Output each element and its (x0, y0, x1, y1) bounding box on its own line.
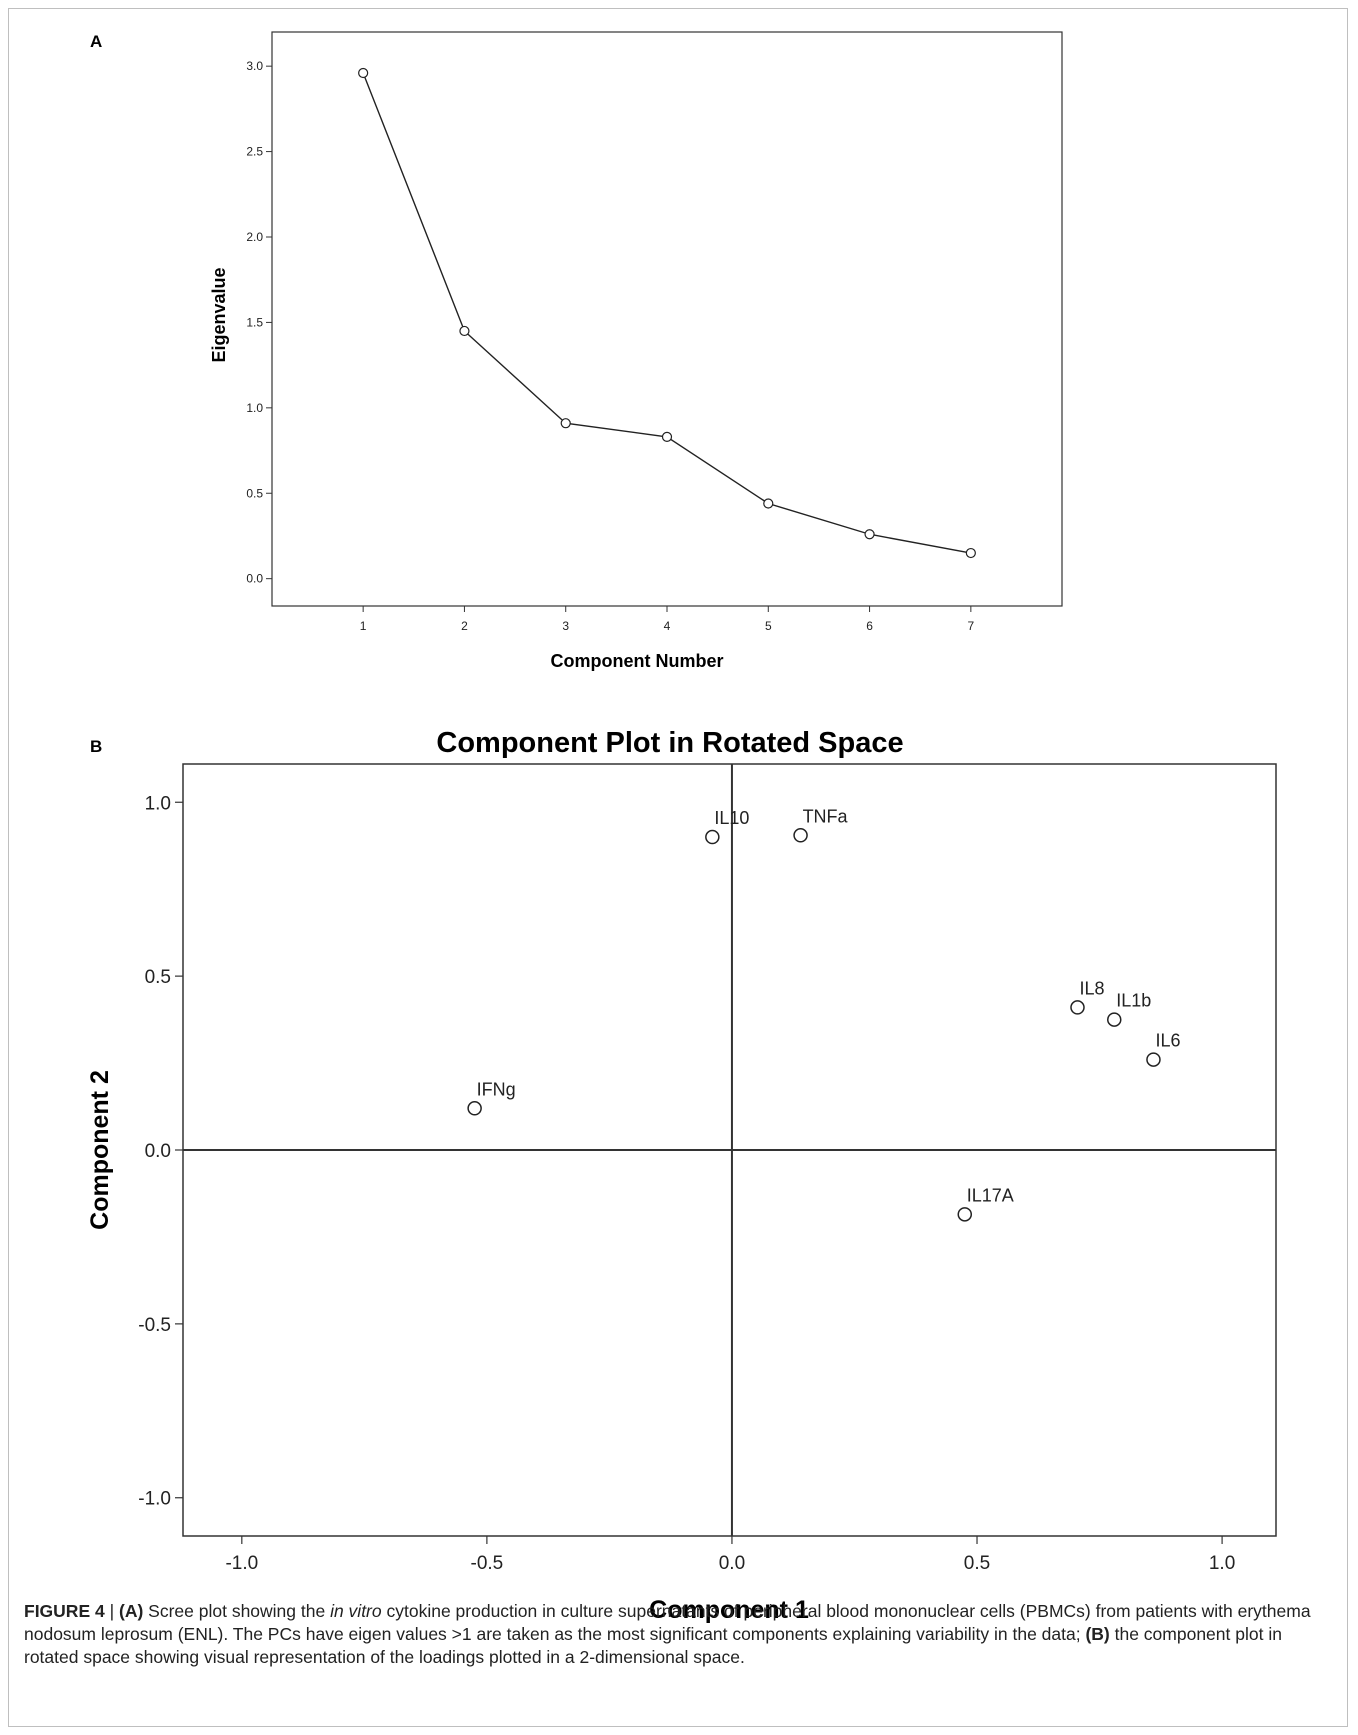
point-label: IL10 (714, 808, 749, 828)
point-label: TNFa (803, 806, 849, 826)
figure-caption: FIGURE 4 | (A) Scree plot showing the in… (24, 1600, 1336, 1669)
y-tick-label: -1.0 (138, 1489, 171, 1510)
y-tick-label: 0.0 (145, 1141, 171, 1162)
data-point (459, 325, 470, 337)
point-label: IL17A (967, 1185, 1014, 1205)
x-tick-label: 7 (968, 619, 975, 633)
chart-title: Component Plot in Rotated Space (436, 727, 903, 759)
x-axis-label: Component 1 (649, 1596, 809, 1624)
point-label: IL8 (1079, 978, 1104, 998)
y-tick-label: 2.0 (246, 230, 263, 244)
data-point (1070, 1000, 1085, 1015)
caption-text-2: cytokine production in culture supernata… (24, 1601, 1311, 1644)
x-axis-label: Component Number (551, 651, 724, 671)
panel-b-label: B (90, 737, 103, 756)
component-plot: Component Plot in Rotated Space 1.0 0.5 0.0… (86, 727, 1277, 1624)
data-point (763, 498, 774, 509)
data-point (705, 829, 720, 845)
y-tick-label: 0.5 (145, 967, 171, 988)
x-tick-label: 3 (562, 619, 569, 633)
figure-frame (8, 8, 1348, 1727)
y-tick-label: 2.5 (246, 145, 263, 159)
x-tick-label: -0.5 (471, 1553, 504, 1574)
point-label: IL6 (1155, 1031, 1180, 1051)
x-tick-label: 2 (461, 619, 468, 633)
panel-a-label: A (90, 32, 103, 51)
y-tick-label: 0.5 (246, 486, 263, 500)
scree-plot: 0.0 0.5 1.0 1.5 2.0 2.5 3.0 1 2 3 4 5 6 7 Component Nu… (209, 31, 1063, 671)
y-axis-label: Component 2 (86, 1070, 114, 1230)
y-tick-label: 1.0 (246, 401, 263, 415)
data-point (560, 418, 571, 429)
x-tick-label: 1.0 (1209, 1553, 1235, 1574)
x-tick-label: 6 (866, 619, 873, 633)
caption-separator: | (104, 1601, 119, 1621)
data-point (864, 529, 875, 540)
y-axis-label: Eigenvalue (209, 267, 229, 362)
data-point (965, 547, 976, 559)
caption-italic: in vitro (330, 1601, 382, 1621)
y-tick-label: 1.0 (145, 793, 171, 814)
x-tick-label: 0.5 (964, 1553, 990, 1574)
y-tick-label: 0.0 (246, 572, 263, 586)
caption-b-marker: (B) (1085, 1624, 1110, 1644)
data-point (793, 828, 808, 843)
data-point (1107, 1012, 1122, 1027)
point-label: IL1b (1116, 991, 1151, 1011)
data-point (957, 1207, 973, 1222)
y-tick-label: 3.0 (246, 59, 263, 73)
x-tick-label: 0.0 (719, 1553, 745, 1574)
x-tick-label: 1 (360, 619, 367, 633)
caption-a-marker: (A) (119, 1601, 144, 1621)
data-point (358, 67, 369, 79)
point-label: IFNg (477, 1079, 516, 1099)
x-tick-label: 4 (664, 619, 671, 633)
caption-text-1: Scree plot showing the (143, 1601, 331, 1621)
data-point (1146, 1052, 1161, 1067)
caption-figure-label: FIGURE 4 (24, 1601, 105, 1621)
y-tick-label: -0.5 (138, 1315, 171, 1336)
x-tick-label: -1.0 (225, 1553, 258, 1574)
caption-text-3: the component plot in rotated space show… (24, 1624, 1282, 1667)
y-tick-label: 1.5 (246, 315, 263, 329)
data-point (467, 1101, 482, 1116)
x-tick-label: 5 (765, 619, 772, 633)
data-point (661, 431, 673, 442)
